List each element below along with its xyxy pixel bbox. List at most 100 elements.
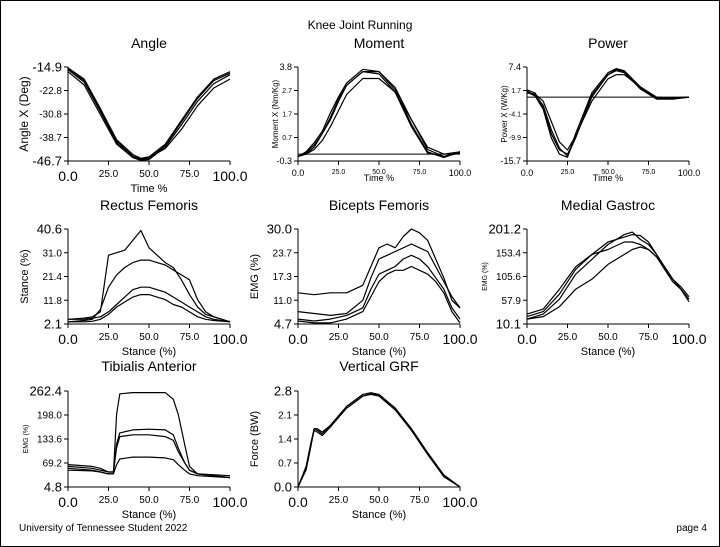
- x-tick-label: 50.0: [598, 332, 618, 343]
- y-tick-label: 4.7: [274, 317, 292, 332]
- x-tick-label: 75.0: [180, 495, 200, 506]
- series-line-3: [297, 254, 461, 322]
- chart-rectus: Rectus Femoris 0.0 25.0 50.0 75.0 100.0 2.1 11.…: [19, 197, 248, 358]
- y-tick-label: 2.7: [282, 88, 292, 95]
- chart-power: Power 0.0 25.0 50.0 75.0 100.0 -15.7 -9.9 -4.1 1.…: [500, 35, 700, 183]
- y-tick-label: 262.4: [29, 384, 62, 399]
- y-axis-label: Stance (%): [19, 249, 31, 303]
- y-axis-label: EMG (%): [482, 262, 489, 291]
- y-tick-label: 1.7: [511, 88, 521, 95]
- chart-angle: Angle 0.0 25.0 50.0 75.0 100.0 -46.7 -38.7 -30.8…: [17, 35, 248, 195]
- x-tick-label: 50.0: [369, 495, 389, 506]
- x-axis-label: Time %: [593, 173, 623, 183]
- x-tick-label: 50.0: [139, 169, 159, 180]
- page-title: Knee Joint Running: [307, 18, 413, 32]
- y-tick-label: 2.8: [274, 384, 292, 399]
- x-tick-label: 100.0: [449, 168, 472, 178]
- x-tick-label: 100.0: [442, 331, 477, 347]
- chart-title: Power: [588, 35, 628, 51]
- y-tick-label: 201.2: [488, 222, 521, 237]
- x-tick-label: 50.0: [372, 169, 386, 176]
- y-tick-label: -4.1: [509, 111, 521, 118]
- x-tick-label: 25.0: [329, 495, 349, 506]
- x-axis-label: Stance (%): [352, 509, 406, 521]
- footer-page-number: page 4: [676, 523, 707, 534]
- x-tick-label: 100.0: [671, 331, 706, 347]
- chart-title: Moment: [354, 35, 405, 51]
- y-tick-label: 0.7: [278, 459, 292, 470]
- x-tick-label: 100.0: [442, 494, 477, 510]
- y-axis-label: EMG (%): [249, 254, 261, 299]
- series-line-1: [297, 68, 461, 159]
- y-tick-label: 10.1: [496, 317, 521, 332]
- series-line-3: [68, 286, 231, 323]
- y-tick-label: 3.8: [279, 62, 292, 72]
- series-line-1: [297, 392, 461, 488]
- y-tick-label: 198.0: [37, 411, 62, 422]
- y-tick-label: 2.1: [44, 317, 62, 332]
- x-axis-label: Stance (%): [352, 346, 406, 358]
- y-tick-label: 1.4: [278, 435, 292, 446]
- x-axis-label: Time %: [131, 183, 168, 195]
- series-line-2: [67, 68, 231, 161]
- series-line-2: [67, 259, 231, 323]
- chart-title: Angle: [131, 35, 167, 51]
- x-tick-label: 100.0: [212, 168, 247, 184]
- x-tick-label: 0.0: [58, 494, 78, 510]
- chart-title: Bicepts Femoris: [329, 197, 429, 213]
- y-tick-label: 11.8: [43, 296, 62, 307]
- y-tick-label: -15.7: [500, 156, 521, 166]
- y-tick-label: 133.6: [37, 435, 62, 446]
- footer-credit: University of Tennessee Student 2022: [19, 523, 188, 534]
- y-tick-label: -30.8: [39, 110, 62, 121]
- y-tick-label: 21.4: [43, 272, 63, 283]
- y-tick-label: 69.2: [43, 459, 63, 470]
- y-tick-label: 153.4: [496, 248, 521, 259]
- series-line-1: [67, 229, 231, 323]
- series-line-2: [526, 67, 690, 158]
- x-axis-label: Stance (%): [122, 346, 176, 358]
- x-tick-label: 0.0: [288, 331, 308, 347]
- x-tick-label: 25.0: [99, 169, 119, 180]
- y-tick-label: -14.9: [32, 60, 62, 75]
- x-axis-label: Time %: [364, 173, 394, 183]
- chart-moment: Moment 0.0 25.0 50.0 75.0 100.0 -0.3 0.7 1.7 2.7 3…: [271, 35, 471, 183]
- chart-gastroc: Medial Gastroc 0.0 25.0 50.0 75.0 100.0 10.1 57…: [482, 197, 707, 358]
- x-tick-label: 50.0: [369, 332, 389, 343]
- y-tick-label: 57.9: [502, 296, 522, 307]
- series-line-3: [297, 70, 461, 157]
- y-tick-label: 40.6: [37, 222, 62, 237]
- x-tick-label: 25.0: [99, 332, 119, 343]
- chart-tibialis: Tibialis Anterior 0.0 25.0 50.0 75.0 100.0 4.8…: [23, 358, 248, 521]
- series-line-1: [526, 70, 690, 157]
- x-tick-label: 50.0: [139, 495, 159, 506]
- x-tick-label: 25.0: [99, 495, 119, 506]
- x-tick-label: 25.0: [558, 332, 578, 343]
- y-tick-label: -9.9: [509, 135, 521, 142]
- x-tick-label: 75.0: [180, 332, 200, 343]
- x-tick-label: 100.0: [678, 168, 701, 178]
- x-tick-label: 75.0: [410, 495, 430, 506]
- x-tick-label: 0.0: [288, 494, 308, 510]
- x-tick-label: 75.0: [642, 169, 656, 176]
- series-line-4: [67, 71, 231, 160]
- y-axis-label: EMG (%): [23, 425, 30, 454]
- chart-grf: Vertical GRF 0.0 25.0 50.0 75.0 100.0 0.0 0.7 1.…: [249, 358, 478, 521]
- series-line-4: [67, 456, 231, 479]
- series-line-1: [297, 228, 461, 309]
- series-line-3: [67, 69, 231, 161]
- series-line-3: [67, 434, 231, 477]
- x-tick-label: 0.0: [58, 331, 78, 347]
- series-line-2: [297, 393, 461, 488]
- y-axis-label: Moment X (Nm/Kg): [271, 79, 280, 148]
- x-tick-label: 0.0: [292, 168, 305, 178]
- series-line-1: [526, 231, 690, 320]
- y-tick-label: 7.4: [508, 62, 521, 72]
- y-tick-label: 30.0: [267, 222, 292, 237]
- y-tick-label: -22.8: [39, 86, 62, 97]
- y-tick-label: 105.6: [496, 272, 521, 283]
- chart-title: Rectus Femoris: [100, 197, 198, 213]
- x-tick-label: 0.0: [521, 168, 534, 178]
- y-tick-label: 1.7: [282, 111, 292, 118]
